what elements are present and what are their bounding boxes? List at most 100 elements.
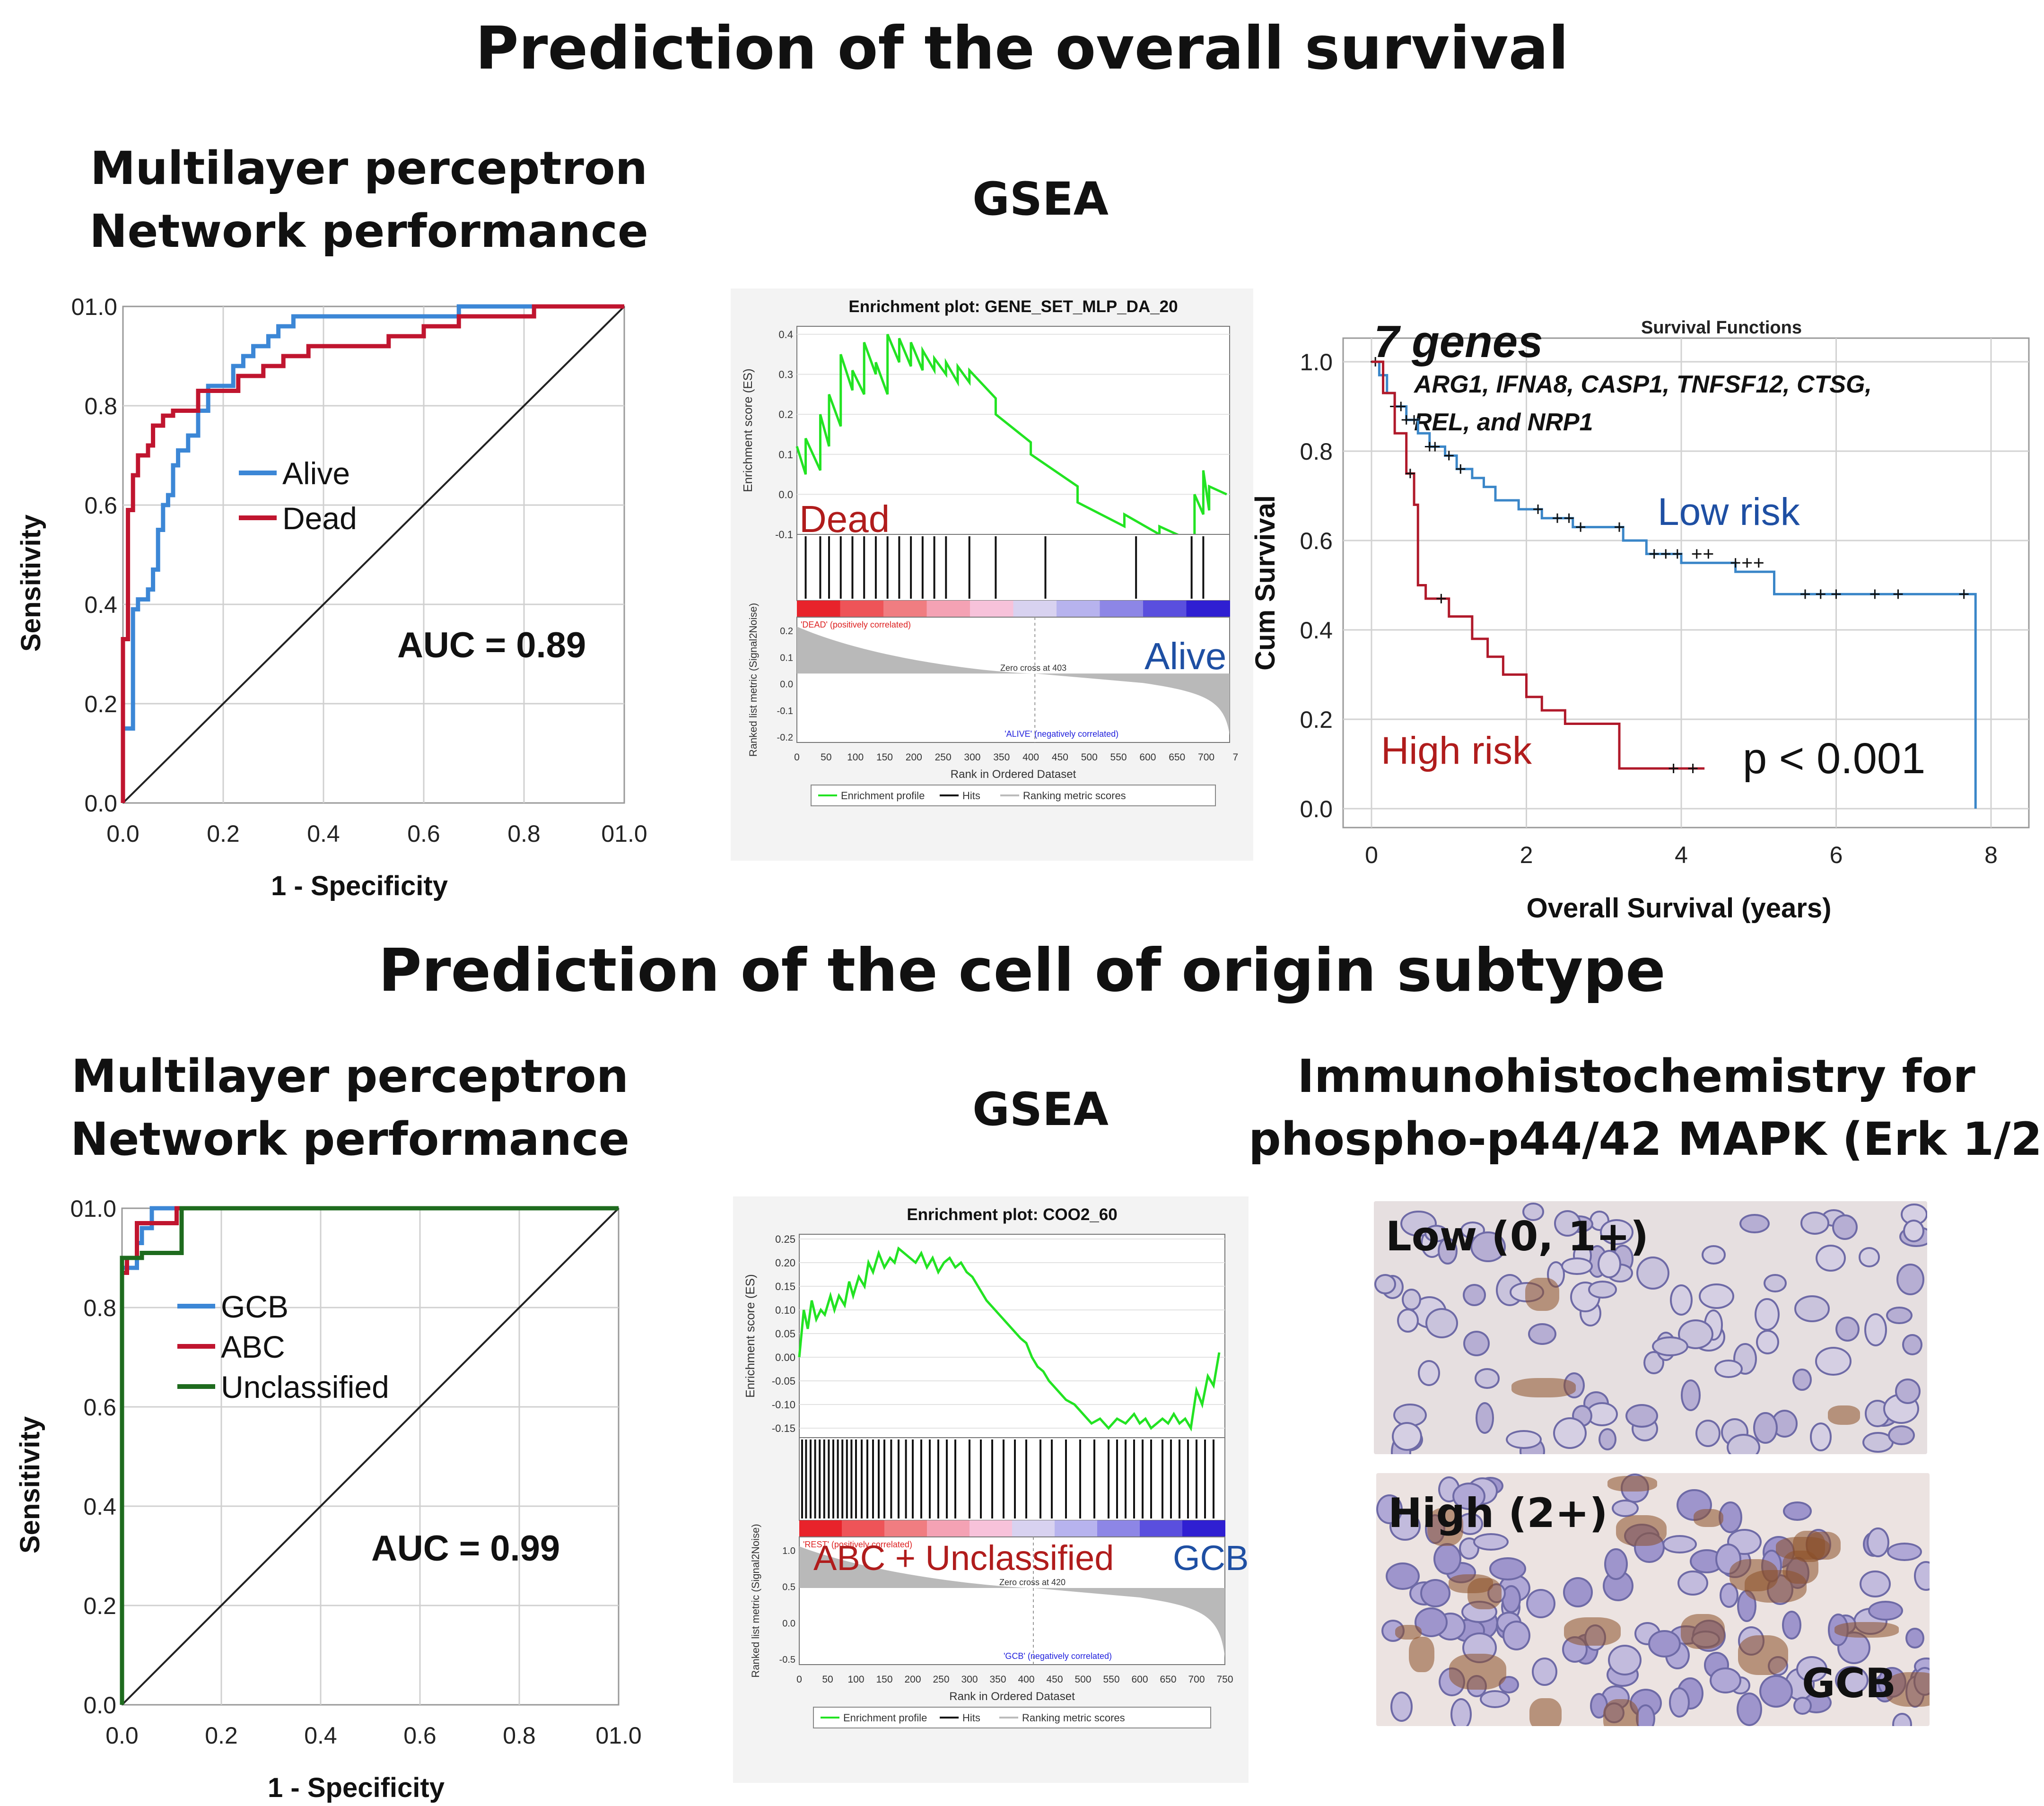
ihc-nucleus (1815, 1347, 1852, 1376)
gsea_os-xtick: 550 (1110, 752, 1127, 763)
gsea_coo-colorbar-seg (1097, 1520, 1140, 1537)
km-genes-1: ARG1, IFNA8, CASP1, TNFSF12, CTSG, (1413, 371, 1872, 398)
roc_coo-xtick: 0.0 (105, 1722, 139, 1749)
gsea_os-es-tick: 0.2 (778, 409, 793, 420)
gsea-os-alive-label: Alive (1144, 635, 1226, 677)
gsea_os-zero-cross: Zero cross at 403 (1000, 663, 1066, 672)
gsea_os-metric-tick: -0.2 (777, 733, 793, 743)
gsea_os-colorbar-seg (1100, 601, 1144, 617)
gsea_os-xtick: 250 (935, 752, 952, 763)
ihc-nucleus (1588, 1281, 1617, 1299)
gsea_os-xtick: 650 (1169, 752, 1185, 763)
roc_os-xtick: 0.0 (106, 820, 140, 847)
gsea_os-colorbar-seg (1186, 601, 1230, 617)
ihc-stain (1827, 1405, 1860, 1425)
ihc-stain (1744, 1570, 1807, 1603)
ihc-nucleus (1756, 1329, 1779, 1354)
gsea_coo-metric-tick: 0.0 (782, 1618, 795, 1629)
gsea_coo-title: Enrichment plot: COO2_60 (907, 1205, 1117, 1224)
gsea_coo-es-tick: -0.05 (772, 1375, 795, 1387)
gsea_coo-xtick: 500 (1074, 1674, 1091, 1685)
gsea_coo-xtick: 250 (933, 1674, 949, 1685)
gsea_coo-colorbar-seg (927, 1520, 970, 1537)
roc_os-ytick: 0.4 (84, 592, 117, 618)
gsea_os-xlabel: Rank in Ordered Dataset (951, 768, 1076, 781)
gsea_coo-metric-tick: -0.5 (779, 1655, 795, 1665)
ihc-nucleus (1710, 1667, 1741, 1693)
gsea_os-pos-label: 'DEAD' (positively correlated) (801, 620, 911, 629)
title-cell-of-origin: Prediction of the cell of origin subtype (378, 936, 1666, 1005)
ihc-nucleus (1755, 1298, 1780, 1331)
gsea_coo-xtick: 550 (1103, 1674, 1119, 1685)
ihc-nucleus (1597, 1249, 1622, 1278)
gsea_os-es-tick: 0.0 (778, 489, 793, 500)
gsea_os-metric-ylabel: Ranked list metric (Signal2Noise) (747, 603, 759, 757)
ihc-nucleus (1425, 1308, 1459, 1339)
gsea_os-xtick: 200 (906, 752, 922, 763)
gsea_coo-enrichment-profile (798, 1246, 1221, 1432)
gsea_coo-xtick: 350 (989, 1674, 1006, 1685)
gsea_coo-es-tick: -0.15 (772, 1422, 795, 1434)
ihc-stain (1680, 1614, 1725, 1649)
gsea_os-xtick: 150 (876, 752, 893, 763)
ihc-gcb-label: GCB (1802, 1660, 1896, 1707)
ihc-nucleus (1563, 1577, 1593, 1608)
gsea_os-xtick: 350 (993, 752, 1010, 763)
gsea_coo-xtick: 650 (1160, 1674, 1176, 1685)
ihc-nucleus (1554, 1210, 1581, 1237)
ihc-high-label: High (2+) (1388, 1490, 1608, 1537)
ihc-title-line1: Immunohistochemistry for (1297, 1050, 1975, 1103)
ihc-nucleus (1792, 1368, 1812, 1391)
roc_os-series-dead (121, 304, 624, 803)
ihc-nucleus (1680, 1379, 1701, 1411)
gsea_os-colorbar-seg (1057, 601, 1101, 617)
ihc-nucleus (1896, 1264, 1924, 1295)
ihc-nucleus (1438, 1237, 1458, 1265)
gsea-os-title: GSEA (972, 173, 1109, 226)
gsea_coo-legend-label: Enrichment profile (843, 1712, 927, 1724)
km-xtick: 2 (1520, 842, 1533, 868)
ihc-nucleus (1701, 1245, 1726, 1265)
gsea_os-es-ylabel: Enrichment score (ES) (741, 368, 755, 492)
gsea_coo-metric-ylabel: Ranked list metric (Signal2Noise) (750, 1524, 761, 1677)
gsea_coo-neg-label: 'GCB' (negatively correlated) (1004, 1651, 1112, 1661)
ihc-high-image (1376, 1473, 1930, 1726)
gsea_os-colorbar-seg (1013, 601, 1057, 617)
gsea_coo-colorbar-seg (884, 1520, 927, 1537)
gsea_os-xtick: 600 (1139, 752, 1156, 763)
ihc-nucleus (1834, 1666, 1869, 1695)
roc_coo-xtick: 0.4 (304, 1722, 337, 1749)
gsea_coo-legend-label: Ranking metric scores (1022, 1712, 1125, 1724)
roc_os-ytick: 0.2 (84, 691, 117, 717)
gsea_coo-xtick: 450 (1046, 1674, 1063, 1685)
ihc-nucleus (1607, 1644, 1642, 1675)
ihc-nucleus (1599, 1428, 1617, 1450)
km-xtick: 8 (1984, 842, 1998, 868)
ihc-stain (1885, 1672, 1930, 1707)
gsea_os-es-tick: -0.1 (775, 529, 793, 541)
gsea_os-xtick: 50 (821, 752, 831, 763)
ihc-title: Immunohistochemistry for phospho-p44/42 … (1249, 1045, 2044, 1171)
roc_coo-legend-label: ABC (221, 1329, 285, 1364)
ihc-nucleus (1796, 1656, 1828, 1682)
gsea_os-enrichment-profile (795, 333, 1227, 544)
ihc-nucleus (1402, 1288, 1421, 1310)
ihc-nucleus (1905, 1628, 1924, 1649)
gsea_coo-colorbar-seg (1140, 1520, 1183, 1537)
gsea_os-legend-label: Enrichment profile (841, 790, 925, 802)
roc_os-xtick: 0.2 (207, 820, 240, 847)
gsea_coo-xtick: 0 (796, 1674, 802, 1685)
ihc-nucleus (1670, 1284, 1693, 1316)
gsea_coo-xtick: 200 (904, 1674, 921, 1685)
ihc-nucleus (1753, 1412, 1778, 1444)
ihc-nucleus (1695, 1419, 1721, 1447)
gsea_coo-zero-cross: Zero cross at 420 (999, 1578, 1066, 1587)
ihc-nucleus (1886, 1306, 1913, 1325)
gsea_coo-xtick: 150 (876, 1674, 892, 1685)
ihc-nucleus (1604, 1548, 1628, 1580)
ihc-nucleus (1424, 1224, 1449, 1242)
ihc-nucleus (1866, 1527, 1889, 1558)
ihc-nucleus (1736, 1692, 1762, 1726)
ihc-nucleus (1739, 1214, 1770, 1234)
